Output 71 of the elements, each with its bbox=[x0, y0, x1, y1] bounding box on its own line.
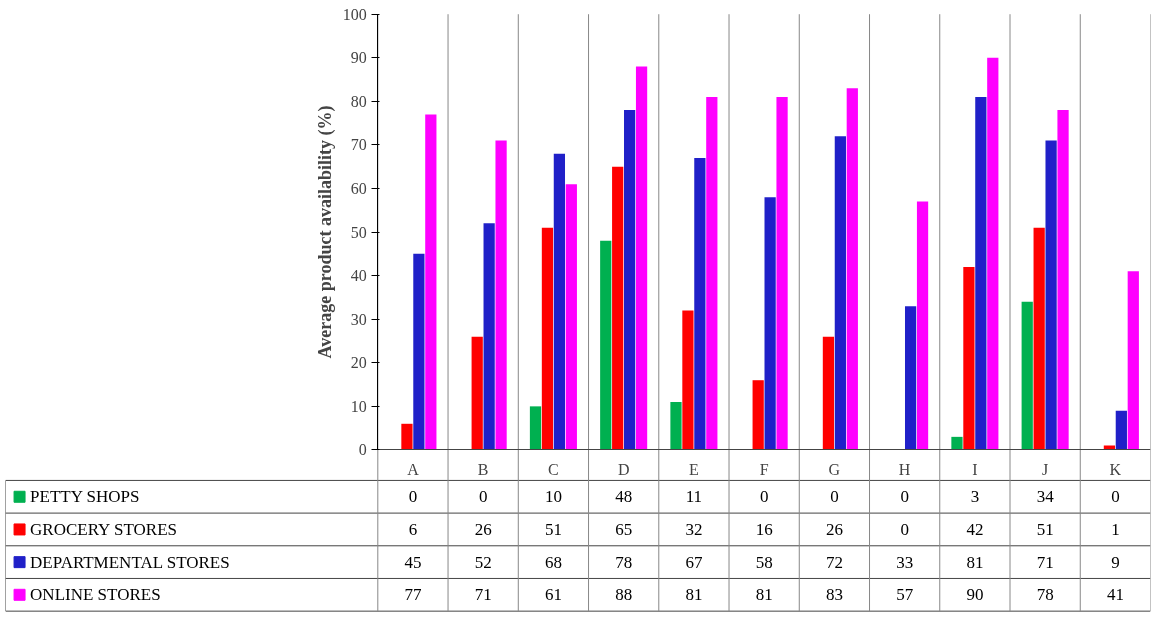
data-label: 51 bbox=[1036, 519, 1054, 539]
legend-label: ONLINE STORES bbox=[30, 585, 161, 605]
y-tick-label: 50 bbox=[350, 223, 367, 241]
y-tick-label: 70 bbox=[350, 136, 367, 154]
data-label: 42 bbox=[966, 519, 984, 539]
y-tick-label: 30 bbox=[350, 310, 367, 328]
data-label: 10 bbox=[544, 487, 562, 507]
data-label: 0 bbox=[830, 487, 839, 507]
data-label: 9 bbox=[1111, 552, 1120, 572]
data-label: 78 bbox=[615, 552, 633, 572]
x-tick-label: J bbox=[1042, 460, 1049, 478]
y-tick-label: 20 bbox=[350, 354, 367, 372]
legend-label: DEPARTMENTAL STORES bbox=[30, 552, 230, 572]
x-tick-label: H bbox=[898, 460, 911, 478]
data-label: 41 bbox=[1106, 585, 1124, 605]
x-tick-label: E bbox=[689, 460, 699, 478]
data-label: 67 bbox=[685, 552, 703, 572]
y-axis-title: Average product availability (%) bbox=[314, 105, 336, 359]
data-label: 48 bbox=[615, 487, 633, 507]
data-label: 33 bbox=[896, 552, 914, 572]
y-tick-label: 100 bbox=[342, 5, 367, 23]
data-label: 81 bbox=[755, 585, 773, 605]
data-label: 45 bbox=[404, 552, 422, 572]
data-label: 88 bbox=[615, 585, 633, 605]
data-label: 71 bbox=[1036, 552, 1054, 572]
data-label: 6 bbox=[408, 519, 418, 539]
data-label: 34 bbox=[1036, 487, 1055, 507]
data-label: 83 bbox=[825, 585, 843, 605]
x-tick-label: C bbox=[548, 460, 559, 478]
data-label: 71 bbox=[474, 585, 492, 605]
x-tick-label: K bbox=[1109, 460, 1122, 478]
data-label: 0 bbox=[900, 519, 909, 539]
x-tick-label: D bbox=[617, 460, 630, 478]
data-label: 52 bbox=[474, 552, 492, 572]
legend-label: GROCERY STORES bbox=[30, 519, 177, 539]
y-tick-label: 90 bbox=[350, 49, 367, 67]
data-label: 58 bbox=[755, 552, 773, 572]
y-tick-label: 40 bbox=[350, 267, 367, 285]
data-label: 68 bbox=[544, 552, 562, 572]
data-label: 26 bbox=[474, 519, 492, 539]
y-tick-label: 0 bbox=[358, 441, 367, 459]
data-label: 16 bbox=[755, 519, 773, 539]
y-tick-label: 60 bbox=[350, 180, 367, 197]
data-label: 57 bbox=[896, 585, 914, 605]
data-label: 0 bbox=[900, 487, 909, 507]
data-label: 65 bbox=[615, 519, 633, 539]
legend-label: PETTY SHOPS bbox=[30, 487, 140, 507]
data-label: 1 bbox=[1111, 519, 1120, 539]
data-label: 0 bbox=[1111, 487, 1120, 507]
y-tick-label: 80 bbox=[350, 92, 367, 110]
data-label: 77 bbox=[404, 585, 422, 605]
data-label: 11 bbox=[685, 487, 703, 507]
data-label: 32 bbox=[685, 519, 703, 539]
x-tick-label: G bbox=[828, 460, 841, 478]
data-label: 81 bbox=[685, 585, 703, 605]
data-label: 3 bbox=[970, 487, 980, 507]
data-label: 51 bbox=[544, 519, 562, 539]
data-label: 61 bbox=[544, 585, 562, 605]
data-label: 78 bbox=[1036, 585, 1054, 605]
data-label: 0 bbox=[408, 487, 418, 507]
x-tick-label: F bbox=[759, 460, 769, 478]
data-label: 81 bbox=[966, 552, 984, 572]
data-label: 26 bbox=[825, 519, 843, 539]
data-label: 72 bbox=[825, 552, 843, 572]
y-tick-label: 10 bbox=[350, 397, 367, 415]
data-label: 0 bbox=[478, 487, 488, 507]
x-tick-label: A bbox=[407, 460, 420, 478]
data-label: 0 bbox=[759, 487, 769, 507]
x-tick-label: I bbox=[972, 460, 978, 478]
x-tick-label: B bbox=[477, 460, 489, 478]
data-label: 90 bbox=[966, 585, 984, 605]
